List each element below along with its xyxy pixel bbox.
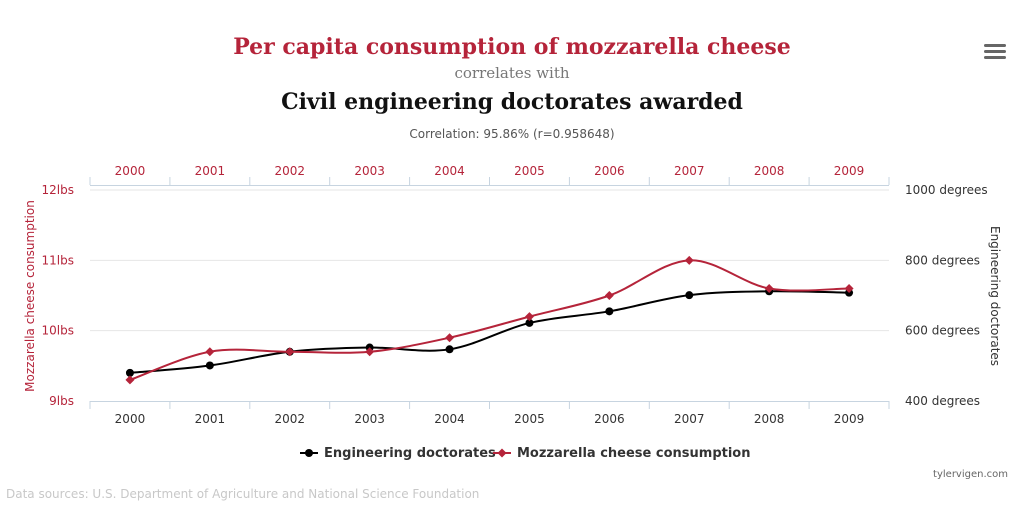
x-tick-label-top: 2003 xyxy=(354,164,385,178)
engineering-point xyxy=(525,318,534,327)
x-tick-label-bottom: 2002 xyxy=(274,412,305,426)
y-right-tick-label: 400 degrees xyxy=(905,394,980,408)
x-tick-label-top: 2006 xyxy=(594,164,625,178)
mozzarella-series-line xyxy=(129,259,850,381)
mozzarella-point xyxy=(684,255,694,265)
engineering-point xyxy=(205,361,214,370)
x-tick-label-bottom: 2000 xyxy=(115,412,146,426)
y-left-axis-title: Mozzarella cheese consumption xyxy=(23,200,37,392)
x-tick-label-bottom: 2006 xyxy=(594,412,625,426)
mozzarella-point xyxy=(125,375,135,385)
x-tick-label-bottom: 2005 xyxy=(514,412,545,426)
engineering-series-line xyxy=(129,290,850,374)
data-sources-note: Data sources: U.S. Department of Agricul… xyxy=(6,487,480,501)
mozzarella-point xyxy=(365,347,375,357)
mozzarella-point xyxy=(764,283,774,293)
mozzarella-point xyxy=(205,347,215,357)
chart-title-connector: correlates with xyxy=(454,64,570,82)
x-tick-label-top: 2000 xyxy=(115,164,146,178)
x-tick-label-top: 2002 xyxy=(274,164,305,178)
chart-title-primary: Per capita consumption of mozzarella che… xyxy=(233,34,791,60)
x-tick-label-bottom: 2004 xyxy=(434,412,465,426)
chart-title-secondary: Civil engineering doctorates awarded xyxy=(281,89,743,115)
mozzarella-point xyxy=(524,312,534,322)
hamburger-menu-icon[interactable] xyxy=(984,44,1006,64)
correlation-label: Correlation: 95.86% (r=0.958648) xyxy=(409,127,615,141)
y-left-tick-label: 9lbs xyxy=(49,394,74,408)
y-left-tick-label: 12lbs xyxy=(42,183,74,197)
y-right-tick-label: 1000 degrees xyxy=(905,183,988,197)
x-tick-label-bottom: 2009 xyxy=(834,412,865,426)
line-chart: 2000 2000 2001 2001 2002 2002 2003 2003 2004 2004… xyxy=(23,164,1002,461)
x-tick-label-top: 2005 xyxy=(514,164,545,178)
engineering-point xyxy=(605,307,614,316)
x-tick-label-bottom: 2003 xyxy=(354,412,385,426)
x-tick-label-bottom: 2007 xyxy=(674,412,705,426)
engineering-point xyxy=(125,368,134,377)
mozzarella-point xyxy=(604,291,614,300)
x-tick-label-top: 2001 xyxy=(195,164,226,178)
x-tick-label-bottom: 2001 xyxy=(195,412,226,426)
x-tick-label-bottom: 2008 xyxy=(754,412,785,426)
mozzarella-legend-marker xyxy=(497,448,507,458)
x-tick-label-top: 2004 xyxy=(434,164,465,178)
y-left-tick-label: 11lbs xyxy=(42,253,74,267)
mozzarella-legend-label[interactable]: Mozzarella cheese consumption xyxy=(517,446,750,461)
y-left-tick-label: 10lbs xyxy=(42,324,74,338)
engineering-point xyxy=(445,345,454,354)
engineering-legend-marker xyxy=(305,449,313,457)
engineering-legend-label[interactable]: Engineering doctorates xyxy=(324,446,496,461)
mozzarella-point xyxy=(844,283,854,293)
y-right-tick-label: 800 degrees xyxy=(905,253,980,267)
x-tick-label-top: 2007 xyxy=(674,164,705,178)
x-tick-label-top: 2009 xyxy=(834,164,865,178)
x-tick-label-top: 2008 xyxy=(754,164,785,178)
mozzarella-point xyxy=(285,347,295,357)
y-right-tick-label: 600 degrees xyxy=(905,324,980,338)
y-right-axis-title: Engineering doctorates xyxy=(988,226,1002,366)
mozzarella-point xyxy=(445,333,455,343)
engineering-point xyxy=(685,291,694,300)
site-credit[interactable]: tylervigen.com xyxy=(933,469,1008,480)
